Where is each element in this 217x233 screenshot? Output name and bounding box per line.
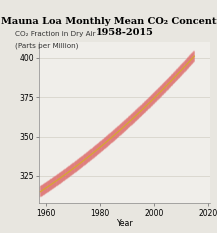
X-axis label: Year: Year: [117, 219, 133, 228]
Text: (Parts per Million): (Parts per Million): [15, 43, 78, 49]
Text: CO₂ Fraction in Dry Air: CO₂ Fraction in Dry Air: [15, 31, 96, 37]
Title: Mauna Loa Monthly Mean CO₂ Concentration
1958-2015: Mauna Loa Monthly Mean CO₂ Concentration…: [0, 17, 217, 37]
